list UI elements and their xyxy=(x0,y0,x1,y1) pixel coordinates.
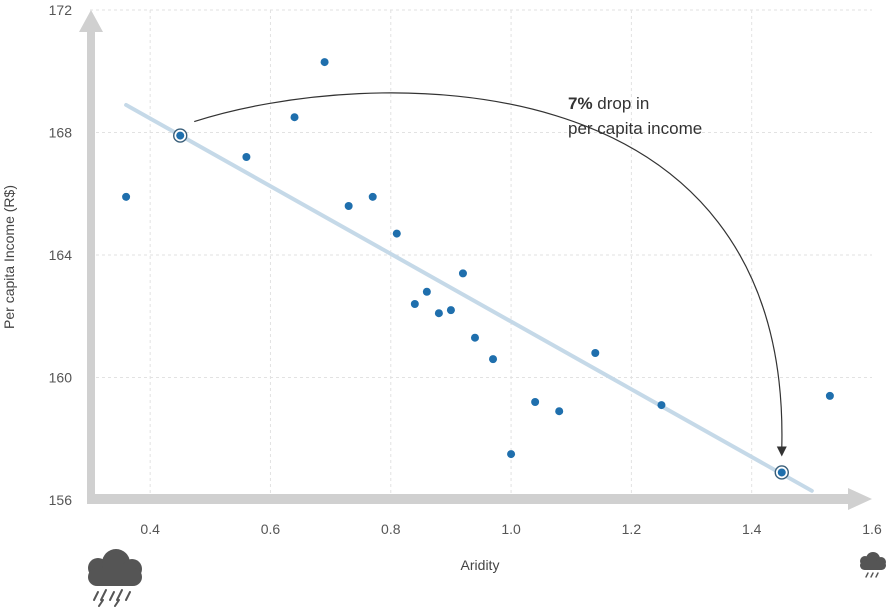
data-point xyxy=(507,450,516,459)
annotation-arrowhead xyxy=(776,446,787,457)
light-rain-cloud-icon xyxy=(860,552,886,578)
highlighted-point xyxy=(774,465,789,480)
tick-labels: 0.4 0.6 0.8 1.0 1.2 1.4 1.6 156 160 164 168 172 xyxy=(49,2,882,537)
highlighted-point-dot xyxy=(777,468,786,477)
data-point xyxy=(470,333,479,342)
x-tick-label: 1.6 xyxy=(862,521,882,537)
grid xyxy=(90,9,872,500)
data-point xyxy=(320,58,329,67)
data-point xyxy=(825,391,834,400)
axes xyxy=(79,10,872,510)
annotation-arrow xyxy=(194,92,783,449)
y-tick-label: 172 xyxy=(49,2,73,18)
y-tick-label: 156 xyxy=(49,492,73,508)
x-tick-label: 1.4 xyxy=(742,521,762,537)
x-tick-label: 0.4 xyxy=(140,521,160,537)
rain-cloud-icon xyxy=(88,549,142,607)
data-point xyxy=(458,269,467,278)
data-points xyxy=(122,58,834,480)
data-point xyxy=(368,192,377,201)
annotation-bold: 7% xyxy=(568,94,593,113)
y-tick-label: 160 xyxy=(49,370,73,386)
data-point xyxy=(489,355,498,364)
y-axis-arrow xyxy=(79,10,103,500)
annotation-line-1-rest: drop in xyxy=(593,94,650,113)
data-point xyxy=(344,202,353,210)
annotation-line-2: per capita income xyxy=(568,119,702,138)
x-axis-label: Aridity xyxy=(461,557,500,573)
data-point xyxy=(122,192,131,201)
data-point xyxy=(591,349,600,357)
data-point xyxy=(434,309,443,318)
x-axis-arrow xyxy=(87,488,872,510)
x-tick-label: 0.8 xyxy=(381,521,401,537)
data-point xyxy=(392,229,401,238)
data-point xyxy=(290,113,299,122)
y-tick-label: 168 xyxy=(49,125,73,141)
y-axis-label: Per capita Income (R$) xyxy=(1,185,17,329)
annotation-line-1: 7% drop in xyxy=(568,94,649,113)
x-tick-label: 1.0 xyxy=(501,521,521,537)
data-point xyxy=(242,153,251,161)
x-tick-label: 0.6 xyxy=(261,521,281,537)
highlighted-point-dot xyxy=(176,131,185,140)
data-point xyxy=(555,407,564,416)
x-tick-label: 1.2 xyxy=(622,521,642,537)
highlighted-point xyxy=(173,128,188,143)
data-point xyxy=(410,300,419,308)
data-point xyxy=(446,306,455,315)
trend-line xyxy=(124,102,814,493)
data-point xyxy=(657,401,666,410)
data-point xyxy=(531,398,540,406)
data-point xyxy=(422,287,431,296)
y-tick-label: 164 xyxy=(49,247,73,263)
